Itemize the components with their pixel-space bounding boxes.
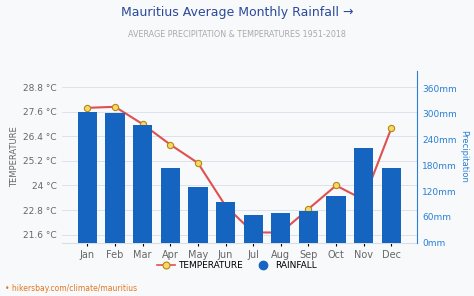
- Bar: [161, 168, 180, 243]
- Bar: [327, 195, 346, 243]
- Text: AVERAGE PRECIPITATION & TEMPERATURES 1951-2018: AVERAGE PRECIPITATION & TEMPERATURES 195…: [128, 30, 346, 38]
- Y-axis label: TEMPERATURE: TEMPERATURE: [10, 126, 19, 187]
- Bar: [244, 215, 263, 243]
- Bar: [271, 213, 291, 243]
- Bar: [354, 148, 374, 243]
- Bar: [188, 187, 208, 243]
- Bar: [78, 112, 97, 243]
- Y-axis label: Precipitation: Precipitation: [459, 131, 468, 183]
- Legend: TEMPERATURE, RAINFALL: TEMPERATURE, RAINFALL: [153, 258, 321, 274]
- Bar: [382, 168, 401, 243]
- Bar: [105, 113, 125, 243]
- Bar: [133, 125, 152, 243]
- Bar: [299, 210, 318, 243]
- Text: Mauritius Average Monthly Rainfall →: Mauritius Average Monthly Rainfall →: [121, 6, 353, 19]
- Bar: [216, 202, 235, 243]
- Text: • hikersbay.com/climate/mauritius: • hikersbay.com/climate/mauritius: [5, 284, 137, 293]
